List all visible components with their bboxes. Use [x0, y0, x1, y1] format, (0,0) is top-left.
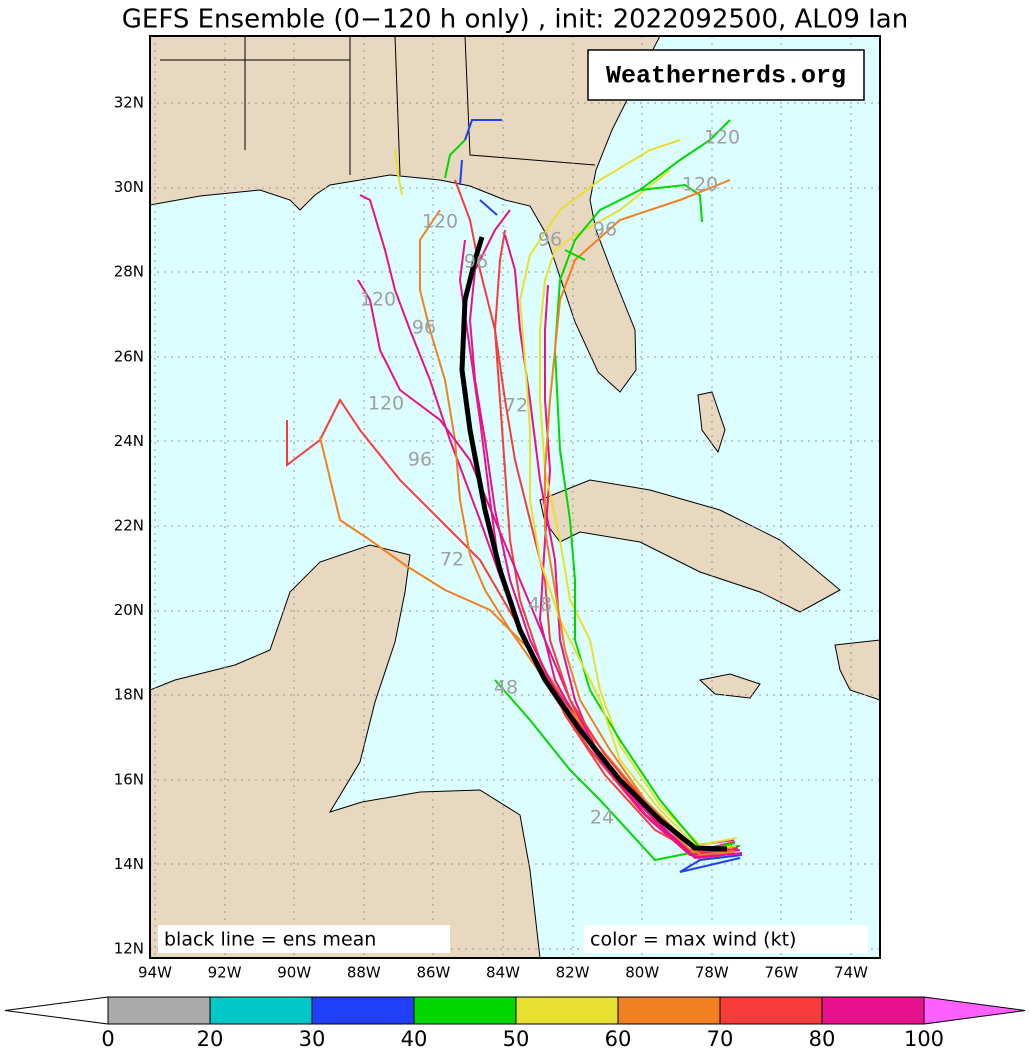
colorbar-label: 100	[904, 1027, 944, 1051]
colorbar-label: 70	[707, 1027, 734, 1051]
lat-label: 28N	[114, 263, 144, 281]
lat-label: 32N	[114, 94, 144, 112]
hour-label: 24	[590, 807, 614, 829]
hour-label: 96	[538, 229, 562, 251]
hour-label: 120	[422, 211, 458, 233]
hour-label: 48	[494, 677, 518, 699]
watermark-box	[587, 49, 865, 101]
colorbar-segment	[719, 996, 823, 1025]
cuba	[539, 479, 841, 613]
colorbar-overflow	[923, 996, 1026, 1025]
title: GEFS Ensemble (0−120 h only) , init: 202…	[122, 5, 908, 35]
hour-label: 120	[682, 174, 718, 196]
central-america	[150, 544, 541, 958]
note-left: black line = ens mean	[164, 929, 376, 951]
lon-label: 94W	[138, 964, 172, 982]
colorbar-underflow	[4, 996, 109, 1025]
hour-label: 120	[360, 289, 396, 311]
lat-label: 16N	[114, 770, 144, 788]
lon-label: 84W	[486, 964, 520, 982]
lat-label: 24N	[114, 432, 144, 450]
colorbar: 0 20 30 40 50 60 70 80 100	[4, 996, 1026, 1051]
lon-label: 80W	[625, 964, 659, 982]
state-borders	[160, 36, 596, 176]
hour-label: 120	[704, 127, 740, 149]
hour-label: 72	[440, 549, 464, 571]
lon-label: 74W	[834, 964, 868, 982]
map-frame	[149, 35, 881, 959]
lon-label: 86W	[416, 964, 450, 982]
lon-label: 88W	[347, 964, 381, 982]
colorbar-segment	[413, 996, 517, 1025]
lon-label: 76W	[764, 964, 798, 982]
note-box	[584, 925, 868, 953]
hour-label: 72	[504, 395, 528, 417]
lat-label: 18N	[114, 686, 144, 704]
hour-label: 96	[464, 251, 488, 273]
note-right: color = max wind (kt)	[590, 929, 796, 951]
ensemble-mean-track	[459, 236, 728, 852]
colorbar-segment	[107, 996, 211, 1025]
jamaica	[698, 673, 761, 699]
colorbar-label: 30	[299, 1027, 326, 1051]
colorbar-label: 20	[197, 1027, 224, 1051]
lon-label: 92W	[208, 964, 242, 982]
hour-labels: 120 120 120 96 96 96 120 96 120 96 72 72 48 48 24	[360, 127, 740, 829]
colorbar-label: 60	[605, 1027, 632, 1051]
lat-label: 26N	[114, 347, 144, 365]
colorbar-segment	[821, 996, 925, 1025]
colorbar-label: 80	[809, 1027, 836, 1051]
hour-label: 48	[528, 594, 552, 616]
hour-label: 96	[408, 449, 432, 471]
us-coast	[150, 36, 661, 393]
lon-label: 82W	[556, 964, 590, 982]
lat-label: 22N	[114, 517, 144, 535]
colorbar-segment	[311, 996, 415, 1025]
colorbar-segment	[209, 996, 313, 1025]
hour-label: 120	[368, 393, 404, 415]
lat-label: 20N	[114, 601, 144, 619]
lon-label: 90W	[277, 964, 311, 982]
colorbar-label: 0	[101, 1027, 114, 1051]
colorbar-label: 40	[401, 1027, 428, 1051]
hour-label: 96	[412, 317, 436, 339]
lon-label: 78W	[695, 964, 729, 982]
lat-label: 30N	[114, 178, 144, 196]
colorbar-segment	[515, 996, 619, 1025]
lat-label: 12N	[114, 940, 144, 958]
colorbar-label: 50	[503, 1027, 530, 1051]
note-box	[158, 925, 450, 953]
lat-label: 14N	[114, 855, 144, 873]
hour-label: 96	[593, 219, 617, 241]
lat-labels: 32N 30N 28N 26N 24N 22N 20N 18N 16N 14N 12N	[114, 94, 144, 958]
colorbar-segment	[617, 996, 721, 1025]
lon-labels: 94W 92W 90W 88W 86W 84W 82W 80W 78W 76W 74W	[138, 964, 868, 982]
map-area: 120 120 120 96 96 96 120 96 120 96 72 72 48 48 24	[150, 36, 880, 958]
watermark: Weathernerds.org	[606, 62, 846, 91]
